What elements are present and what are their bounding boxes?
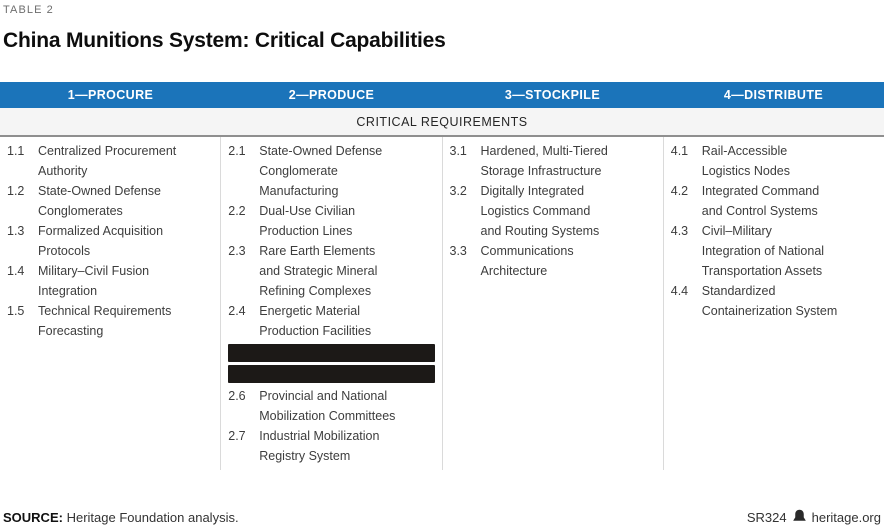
- requirement-item: 2.7 Industrial Mobilization Registry Syst…: [228, 426, 437, 466]
- requirement-number: 1.2: [7, 184, 25, 198]
- requirement-item: 1.3 Formalized Acquisition Protocols: [7, 221, 216, 261]
- requirement-text: State-Owned Defense Conglomerates: [38, 184, 161, 218]
- redacted-bar: [228, 365, 435, 383]
- column-header-produce: 2—PRODUCE: [288, 88, 375, 102]
- requirement-number: 1.1: [7, 144, 25, 158]
- requirement-text: Military–Civil Fusion Integration: [38, 264, 150, 298]
- requirement-item: 4.1 Rail-Accessible Logistics Nodes: [671, 141, 880, 181]
- requirement-text: Digitally Integrated Logistics Command a…: [480, 184, 600, 238]
- requirement-text: Industrial Mobilization Registry System: [259, 429, 380, 463]
- critical-requirements-row: CRITICAL REQUIREMENTS: [0, 108, 884, 137]
- requirement-text: Hardened, Multi-Tiered Storage Infrastru…: [480, 144, 608, 178]
- requirement-number: 4.1: [670, 144, 689, 158]
- requirement-number: 3.2: [449, 184, 467, 198]
- requirement-number: 2.6: [228, 389, 246, 403]
- requirement-item: 1.5 Technical Requirements Forecasting: [7, 301, 216, 341]
- requirement-text: Rail-Accessible Logistics Nodes: [701, 144, 790, 178]
- requirement-item: 1.4 Military–Civil Fusion Integration: [7, 261, 216, 301]
- requirement-text: Provincial and National Mobilization Com…: [259, 389, 396, 423]
- requirement-number: 2.7: [228, 429, 246, 443]
- report-id: SR324: [746, 510, 787, 525]
- requirement-text: Civil–Military Integration of National T…: [701, 224, 825, 278]
- requirement-number: 1.5: [7, 304, 25, 318]
- requirement-text: Technical Requirements Forecasting: [38, 304, 172, 338]
- source-note: SOURCE: Heritage Foundation analysis.: [3, 510, 239, 525]
- requirement-item: 2.3 Rare Earth Elements and Strategic Min…: [228, 241, 437, 301]
- requirement-number: 1.3: [7, 224, 25, 238]
- requirement-number: 2.1: [228, 144, 246, 158]
- requirement-item: 4.4 Standardized Containerization System: [671, 281, 880, 321]
- column-header-distribute: 4—DISTRIBUTE: [723, 88, 824, 102]
- requirement-item: 4.2 Integrated Command and Control System…: [671, 181, 880, 221]
- requirement-text: Standardized Containerization System: [701, 284, 838, 318]
- source-label: SOURCE:: [3, 510, 63, 525]
- requirement-item: 2.2 Dual-Use Civilian Production Lines: [228, 201, 437, 241]
- requirement-number: 2.3: [228, 244, 246, 258]
- requirement-text: Rare Earth Elements and Strategic Minera…: [259, 244, 378, 298]
- requirement-item: 3.3 Communications Architecture: [450, 241, 659, 281]
- site-url: heritage.org: [811, 510, 881, 525]
- requirement-number: 1.4: [7, 264, 25, 278]
- page-title: China Munitions System: Critical Capabil…: [3, 29, 446, 52]
- requirement-item: 1.2 State-Owned Defense Conglomerates: [7, 181, 216, 221]
- column-header-procure: 1—PROCURE: [67, 88, 154, 102]
- requirement-number: 2.4: [228, 304, 246, 318]
- requirement-number: 3.1: [449, 144, 467, 158]
- column-stockpile-items: 3.1 Hardened, Multi-Tiered Storage Infras…: [443, 137, 664, 470]
- requirement-text: Formalized Acquisition Protocols: [38, 224, 164, 258]
- requirement-item: 2.6 Provincial and National Mobilization …: [228, 386, 437, 426]
- capabilities-table: 1—PROCURE 2—PRODUCE 3—STOCKPILE 4—DISTRI…: [0, 82, 884, 470]
- requirement-number: 4.3: [670, 224, 689, 238]
- column-distribute-items: 4.1 Rail-Accessible Logistics Nodes 4.2 Int…: [664, 137, 884, 470]
- column-header-stockpile: 3—STOCKPILE: [504, 88, 601, 102]
- requirement-number: 3.3: [449, 244, 467, 258]
- table-header-row: 1—PROCURE 2—PRODUCE 3—STOCKPILE 4—DISTRI…: [0, 82, 884, 108]
- table-body: 1.1 Centralized Procurement Authority 1.2 S…: [0, 137, 884, 470]
- requirement-item: 3.1 Hardened, Multi-Tiered Storage Infras…: [450, 141, 659, 181]
- requirement-number: 4.2: [670, 184, 689, 198]
- requirement-item: 2.1 State-Owned Defense Conglomerate Manu…: [228, 141, 437, 201]
- heritage-bell-icon: [792, 509, 807, 526]
- requirement-number: 4.4: [670, 284, 689, 298]
- requirement-item: 1.1 Centralized Procurement Authority: [7, 141, 216, 181]
- requirement-item: 3.2 Digitally Integrated Logistics Comman…: [450, 181, 659, 241]
- requirement-text: Dual-Use Civilian Production Lines: [259, 204, 356, 238]
- requirement-text: Communications Architecture: [480, 244, 574, 278]
- column-produce-items: 2.1 State-Owned Defense Conglomerate Manu…: [221, 137, 443, 470]
- requirement-text: State-Owned Defense Conglomerate Manufac…: [259, 144, 383, 198]
- requirement-text: Integrated Command and Control Systems: [701, 184, 820, 218]
- requirement-text: Energetic Material Production Facilities: [259, 304, 372, 338]
- requirement-item: 2.4 Energetic Material Production Facilit…: [228, 301, 437, 341]
- requirement-item: 4.3 Civil–Military Integration of Nationa…: [671, 221, 880, 281]
- requirement-text: Centralized Procurement Authority: [38, 144, 177, 178]
- column-procure-items: 1.1 Centralized Procurement Authority 1.2 S…: [0, 137, 222, 470]
- source-text: Heritage Foundation analysis.: [66, 510, 239, 525]
- footer-branding: SR324 heritage.org: [747, 509, 881, 526]
- requirement-number: 2.2: [228, 204, 246, 218]
- table-label: TABLE 2: [3, 4, 54, 16]
- redacted-bar: [228, 344, 435, 362]
- footer: SOURCE: Heritage Foundation analysis. SR…: [3, 509, 881, 526]
